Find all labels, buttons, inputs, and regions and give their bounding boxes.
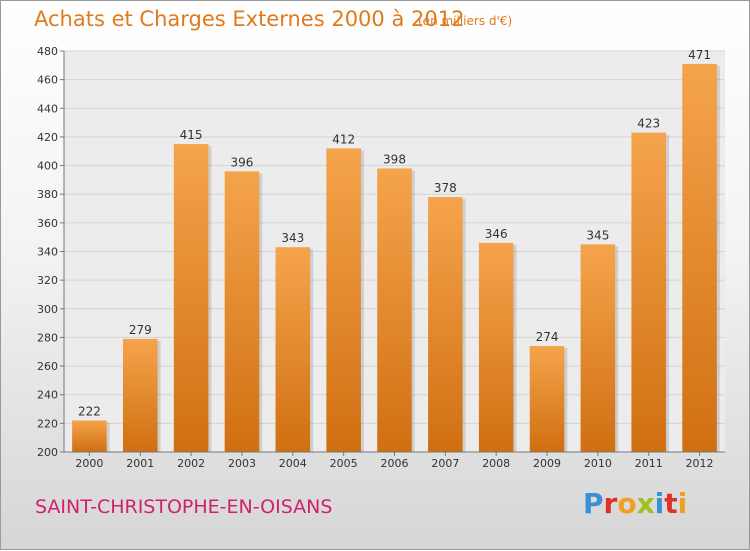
y-tick-label: 320 (37, 274, 58, 287)
y-tick-label: 260 (37, 360, 58, 373)
bar-2009 (529, 346, 565, 452)
x-tick-label: 2005 (330, 457, 358, 470)
data-label: 345 (586, 228, 609, 242)
y-tick-label: 380 (37, 188, 58, 201)
x-tick-label: 2002 (177, 457, 205, 470)
bar-2011 (631, 132, 667, 452)
y-tick-label: 240 (37, 389, 58, 402)
x-tick-label: 2007 (431, 457, 459, 470)
data-label: 471 (688, 48, 711, 62)
y-tick-label: 360 (37, 217, 58, 230)
data-label: 396 (231, 155, 254, 169)
y-tick-label: 280 (37, 331, 58, 344)
chart-subtitle: (en milliers d'€) (418, 14, 513, 28)
y-axis-ticks: 200 220 240 260 280 300 320 340 360 380 400 420 440 4… (37, 45, 64, 459)
y-tick-label: 300 (37, 303, 58, 316)
bars: 222 279 415 396 343 412 398 378 346 274 345 423 471 (72, 48, 720, 453)
bar-2004 (275, 247, 311, 452)
data-label: 274 (536, 330, 559, 344)
bar-2005 (326, 148, 361, 452)
logo-letter: i (654, 487, 665, 520)
y-tick-label: 220 (37, 417, 58, 430)
x-tick-label: 2004 (279, 457, 307, 470)
x-tick-label: 2008 (482, 457, 510, 470)
x-tick-label: 2009 (533, 457, 561, 470)
x-tick-label: 2001 (126, 457, 154, 470)
data-label: 378 (434, 181, 457, 195)
y-tick-label: 480 (37, 45, 58, 58)
x-tick-label: 2000 (75, 457, 103, 470)
bar-2006 (377, 168, 412, 452)
logo-letter: t (664, 487, 678, 520)
logo-letter: P (583, 487, 604, 520)
place-name: SAINT-CHRISTOPHE-EN-OISANS (35, 496, 333, 518)
y-tick-label: 200 (37, 446, 58, 459)
x-tick-label: 2010 (584, 457, 612, 470)
data-label: 415 (180, 128, 203, 142)
proxiti-logo[interactable]: Proxiti (583, 487, 687, 520)
x-tick-label: 2006 (381, 457, 409, 470)
logo-letter: i (677, 487, 688, 520)
logo-letter: r (603, 487, 618, 520)
data-label: 343 (281, 231, 304, 245)
data-label: 222 (78, 404, 101, 418)
x-tick-label: 2011 (635, 457, 663, 470)
data-label: 423 (637, 117, 660, 131)
chart-title: Achats et Charges Externes 2000 à 2012 (34, 7, 465, 31)
bar-2002 (173, 144, 209, 452)
logo-letter: x (636, 487, 655, 520)
bar-2012 (682, 63, 717, 453)
x-tick-label: 2003 (228, 457, 256, 470)
y-tick-label: 440 (37, 102, 58, 115)
bar-2010 (580, 244, 616, 452)
data-label: 279 (129, 323, 152, 337)
y-tick-label: 340 (37, 246, 58, 259)
bar-2008 (478, 242, 514, 452)
x-axis-ticks: 2000 2001 2002 2003 2004 2005 2006 2007 2008 2009… (75, 452, 714, 470)
bar-2000 (72, 420, 107, 452)
data-label: 346 (485, 227, 508, 241)
bar-2003 (224, 171, 260, 453)
bar-2007 (428, 197, 463, 452)
logo-letter: o (617, 487, 637, 520)
x-tick-label: 2012 (686, 457, 714, 470)
bar-2001 (122, 338, 158, 452)
y-tick-label: 420 (37, 131, 58, 144)
data-label: 398 (383, 152, 406, 166)
y-tick-label: 400 (37, 160, 58, 173)
data-label: 412 (332, 132, 355, 146)
y-tick-label: 460 (37, 74, 58, 87)
